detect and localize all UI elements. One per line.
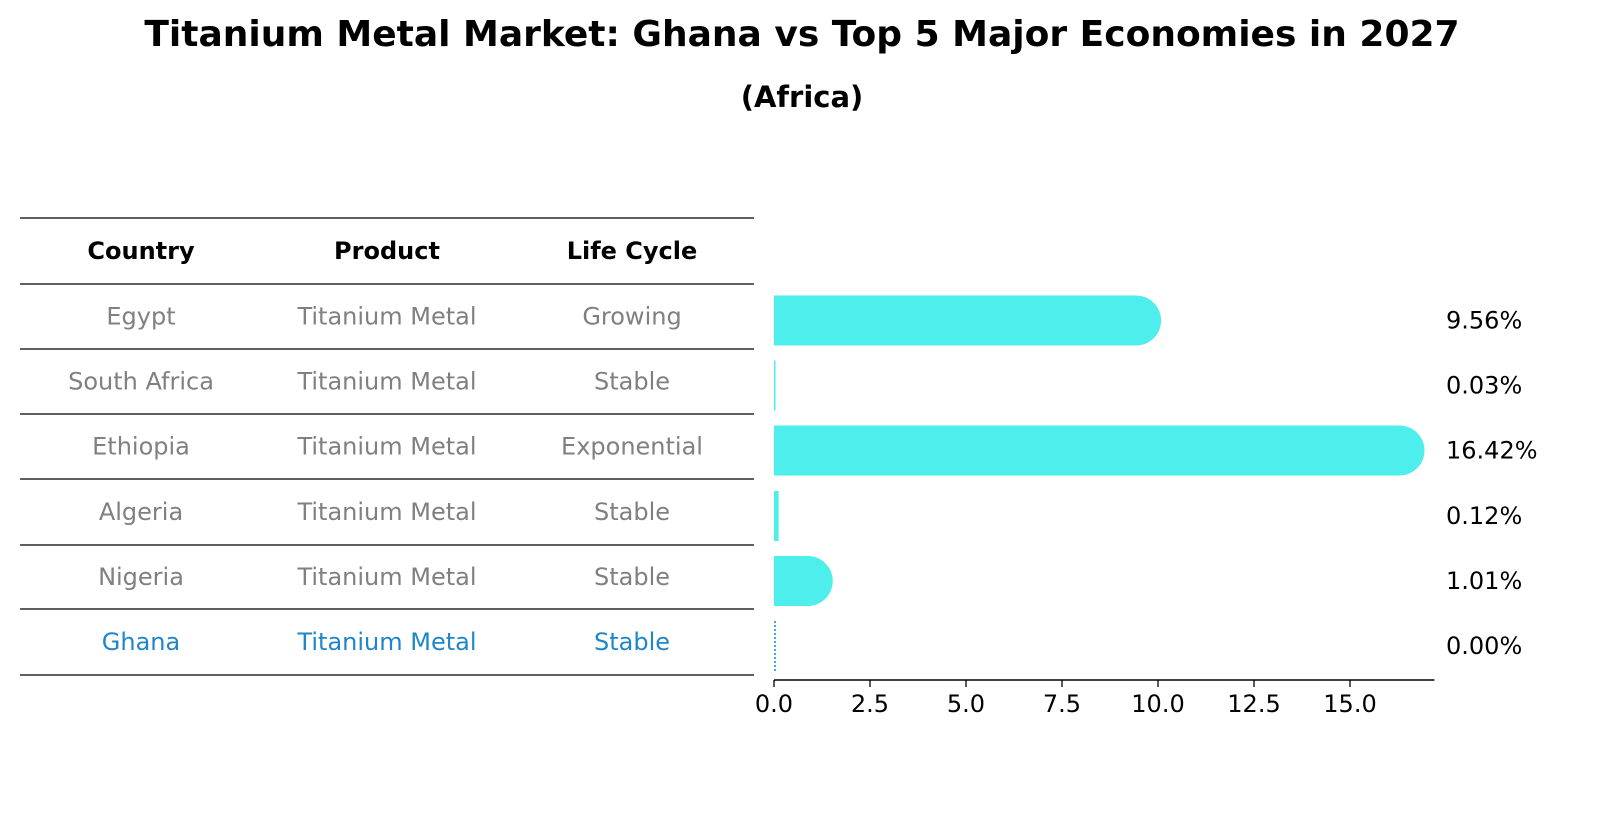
x-tick-label: 15.0 [1323, 690, 1376, 718]
x-tick-label: 12.5 [1227, 690, 1280, 718]
bar [774, 425, 1425, 476]
data-label: 0.12% [1446, 502, 1522, 530]
bar [774, 491, 779, 541]
table-cell: Egypt [106, 303, 175, 331]
data-label: 0.00% [1446, 632, 1522, 660]
data-label: 1.01% [1446, 567, 1522, 595]
table-cell: Titanium Metal [296, 433, 476, 461]
x-tick-label: 10.0 [1131, 690, 1184, 718]
table-header-cell: Product [334, 237, 440, 265]
bar [774, 295, 1162, 346]
table-cell: Algeria [99, 498, 183, 526]
chart-title: Titanium Metal Market: Ghana vs Top 5 Ma… [144, 14, 1460, 55]
data-label: 0.03% [1446, 372, 1522, 400]
bar [774, 556, 833, 606]
table-cell: Exponential [561, 433, 703, 461]
chart-subtitle: (Africa) [740, 80, 864, 114]
data-table: Country Product Life Cycle Egypt Titanium Me… [20, 217, 754, 676]
table-header-cell: Country [87, 237, 195, 265]
table-cell: Ethiopia [92, 433, 190, 461]
x-tick-label: 0.0 [755, 690, 793, 718]
x-tick-label: 7.5 [1043, 690, 1081, 718]
table-cell: Nigeria [98, 563, 184, 591]
table-cell: Titanium Metal [296, 498, 476, 526]
table-header-cell: Life Cycle [567, 237, 698, 265]
table-cell: Titanium Metal [296, 303, 476, 331]
table-cell: Stable [594, 628, 670, 656]
table-cell: Stable [594, 563, 670, 591]
x-tick-label: 5.0 [947, 690, 985, 718]
table-cell: Stable [594, 498, 670, 526]
table-cell: Stable [594, 368, 670, 396]
bar-chart: 9.56% 0.03% 16.42% 0.12% 1.01% 0.00% 0.0 2.5 5.0… [755, 295, 1538, 718]
x-tick-label: 2.5 [851, 690, 889, 718]
table-cell: South Africa [68, 368, 214, 396]
table-cell: Growing [582, 303, 681, 331]
table-cell: Titanium Metal [296, 628, 476, 656]
data-label: 9.56% [1446, 307, 1522, 335]
data-label: 16.42% [1446, 437, 1538, 465]
table-cell: Ghana [102, 628, 180, 656]
bar [774, 360, 776, 411]
table-cell: Titanium Metal [296, 563, 476, 591]
table-cell: Titanium Metal [296, 368, 476, 396]
